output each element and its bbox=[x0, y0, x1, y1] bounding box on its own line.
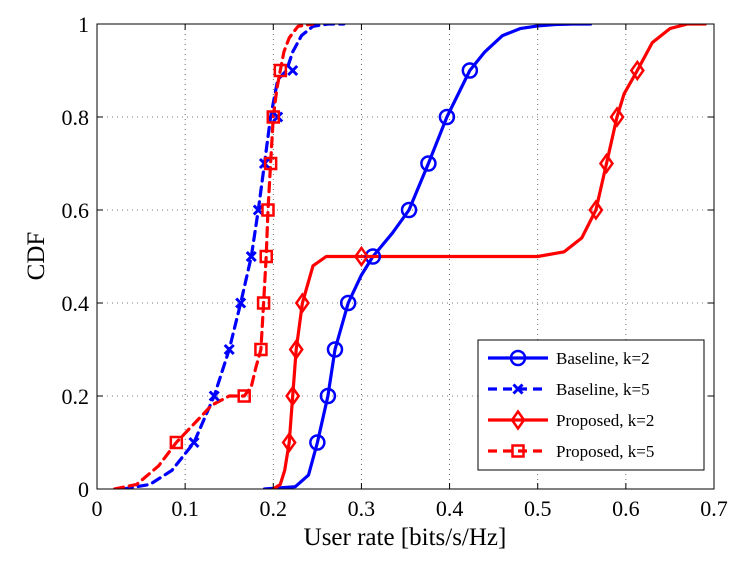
legend-box bbox=[477, 339, 705, 471]
legend: Baseline, k=2 Baseline, k=5 Proposed, k=2 P… bbox=[477, 339, 705, 471]
series-1-marker bbox=[364, 248, 382, 265]
series-1-marker bbox=[400, 201, 418, 219]
series-1-marker bbox=[326, 341, 344, 358]
y-tick-label: 0.4 bbox=[62, 291, 90, 316]
x-axis-label: User rate [bits/s/Hz] bbox=[304, 524, 507, 551]
series-4-marker bbox=[273, 63, 288, 78]
series-3-marker bbox=[353, 245, 369, 268]
series-4-marker bbox=[256, 296, 271, 310]
series-4-marker bbox=[266, 110, 281, 124]
marker-group bbox=[169, 59, 645, 454]
legend-label-3: Proposed, k=2 bbox=[556, 411, 654, 430]
series-4-marker bbox=[169, 435, 184, 450]
series-3-marker bbox=[281, 431, 297, 454]
legend-label-2: Baseline, k=5 bbox=[556, 380, 650, 399]
legend-marker-4 bbox=[511, 444, 525, 458]
series-4-marker bbox=[254, 342, 268, 357]
series-2-marker bbox=[188, 436, 200, 449]
legend-marker-1 bbox=[509, 349, 527, 367]
series-1-marker bbox=[339, 294, 357, 312]
ticks: 0 0.1 0.2 0.3 0.4 0.5 0.6 0.7 0 0.2 0.4 0.6 0.8 1 bbox=[62, 12, 728, 521]
x-tick-label: 0.4 bbox=[436, 496, 464, 521]
series-2-marker bbox=[223, 343, 235, 356]
series-3-marker bbox=[629, 59, 645, 82]
y-tick-label: 0.8 bbox=[62, 105, 90, 130]
y-tick-label: 1 bbox=[78, 12, 89, 37]
x-tick-label: 0.1 bbox=[171, 496, 199, 521]
x-tick-label: 0.5 bbox=[524, 496, 552, 521]
series-3-marker bbox=[288, 338, 304, 361]
x-tick-label: 0.2 bbox=[260, 496, 288, 521]
series-2-marker bbox=[287, 64, 299, 77]
plot-frame bbox=[96, 23, 715, 490]
series-1-marker bbox=[438, 108, 456, 126]
x-tick-label: 0.6 bbox=[612, 496, 640, 521]
series-1-marker bbox=[461, 62, 479, 79]
series-4-marker bbox=[263, 156, 278, 171]
legend-label-1: Baseline, k=2 bbox=[556, 349, 650, 368]
legend-marker-3 bbox=[510, 409, 526, 431]
series-line-4 bbox=[113, 24, 315, 489]
series-2-marker bbox=[235, 297, 247, 309]
series-2-marker bbox=[245, 250, 257, 263]
y-tick-label: 0.6 bbox=[62, 198, 90, 223]
x-tick-label: 0.3 bbox=[348, 496, 376, 521]
y-tick-label: 0 bbox=[78, 477, 89, 502]
series-3-marker bbox=[294, 292, 310, 314]
series-line-1 bbox=[262, 24, 593, 489]
legend-marker-2 bbox=[512, 383, 524, 395]
x-tick-label: 0 bbox=[92, 496, 103, 521]
series-3-marker bbox=[609, 106, 625, 128]
series-3-marker bbox=[598, 152, 614, 175]
y-axis-label: CDF bbox=[23, 232, 50, 281]
series-3-marker bbox=[285, 385, 301, 407]
series-4-marker bbox=[259, 249, 273, 264]
series-1-marker bbox=[319, 387, 337, 405]
series-4-marker bbox=[261, 203, 275, 217]
series-1-marker bbox=[420, 155, 437, 172]
series-2-marker bbox=[208, 390, 220, 402]
series-4-marker bbox=[237, 389, 251, 403]
series-1-marker bbox=[309, 434, 326, 451]
y-tick-label: 0.2 bbox=[62, 384, 90, 409]
x-tick-label: 0.7 bbox=[700, 496, 728, 521]
legend-label-4: Proposed, k=5 bbox=[556, 442, 654, 461]
series-3-marker bbox=[588, 199, 604, 221]
